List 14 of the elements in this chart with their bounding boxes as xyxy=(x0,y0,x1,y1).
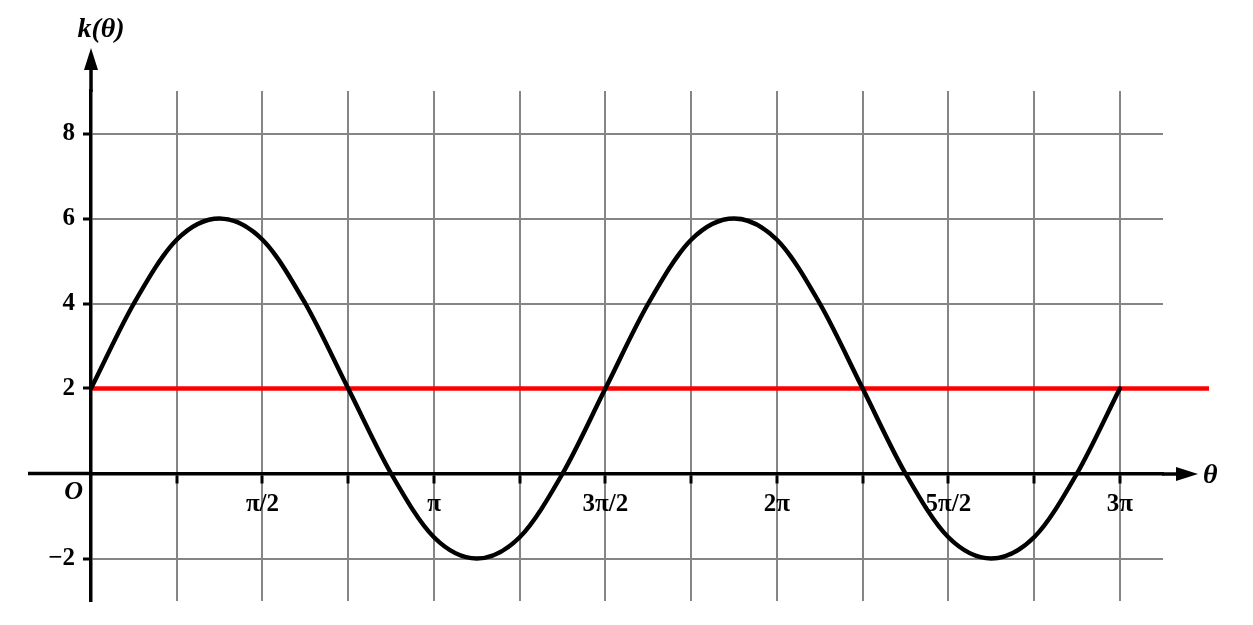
x-tick-label: π/2 xyxy=(245,488,280,516)
x-tick-label: π xyxy=(427,488,442,516)
x-axis-title: θ xyxy=(1203,457,1218,489)
y-tick-label: −2 xyxy=(48,542,75,570)
y-tick-label: 6 xyxy=(62,202,75,230)
x-tick-label: 2π xyxy=(763,488,791,516)
x-tick-label: 5π/2 xyxy=(925,488,972,516)
x-tick-label: 3π/2 xyxy=(582,488,629,516)
text: O xyxy=(64,476,84,506)
y-tick-label: 8 xyxy=(62,117,75,145)
y-axis-title: k(θ) xyxy=(77,12,125,43)
y-tick-label: 4 xyxy=(62,287,76,315)
x-tick-label: 3π xyxy=(1106,488,1134,516)
y-tick-label: 2 xyxy=(62,372,75,400)
